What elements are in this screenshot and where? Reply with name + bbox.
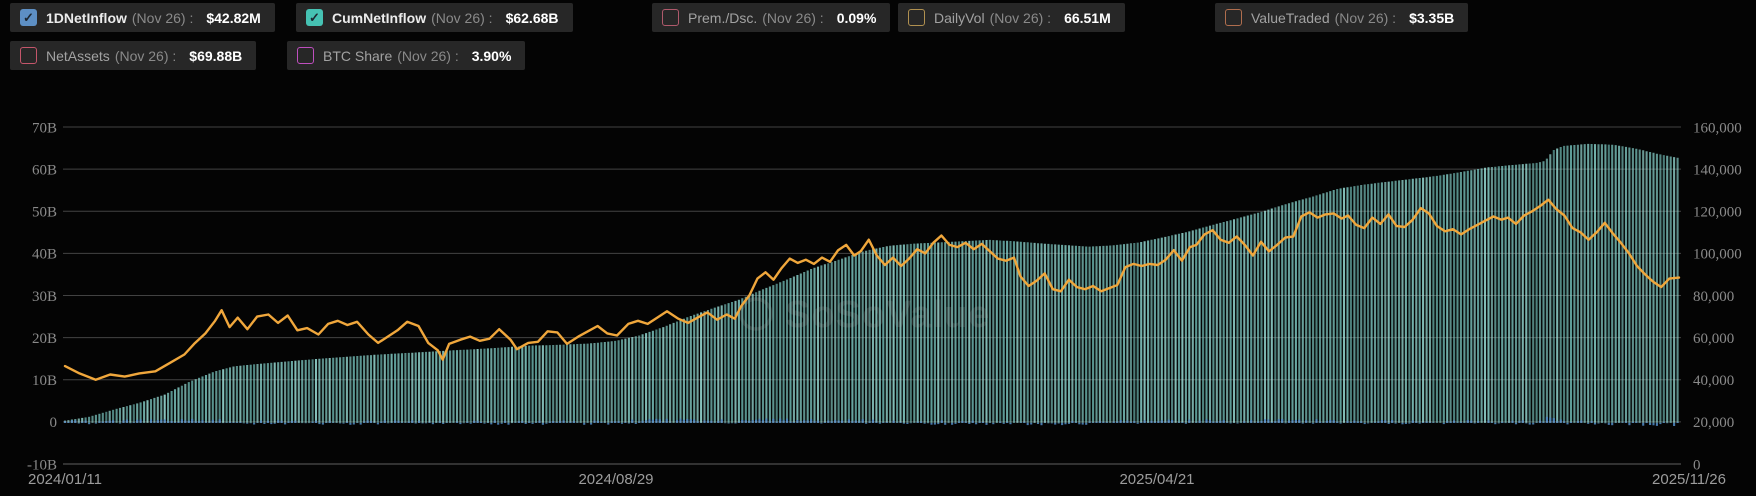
checkbox-prem-dsc-unchecked[interactable] [662, 9, 679, 26]
x-axis-labels: 2024/01/11 2024/08/29 2025/04/21 2025/11/26 [28, 471, 1726, 488]
svg-text:0: 0 [50, 415, 58, 431]
svg-text:70B: 70B [32, 120, 57, 136]
svg-text:20B: 20B [32, 331, 57, 347]
legend-value: 0.09% [836, 9, 877, 26]
svg-text:2024/08/29: 2024/08/29 [578, 471, 653, 488]
legend-chip-daily-vol[interactable]: DailyVol (Nov 26) : 66.51M [898, 3, 1125, 32]
legend-value: 66.51M [1064, 9, 1111, 26]
svg-text:20,000: 20,000 [1693, 415, 1734, 431]
legend-label: NetAssets [46, 47, 110, 64]
svg-text:30B: 30B [32, 289, 57, 305]
legend-chip-btc-share[interactable]: BTC Share (Nov 26) : 3.90% [287, 41, 526, 70]
legend-label: ValueTraded [1251, 9, 1330, 26]
sosovalue-watermark: SoSoValue [739, 294, 990, 336]
svg-text:2024/01/11: 2024/01/11 [28, 471, 102, 488]
checkbox-cum-net-inflow-checked[interactable]: ✓ [306, 9, 323, 26]
svg-text:50B: 50B [32, 205, 57, 221]
legend-label: Prem./Dsc. [688, 9, 758, 26]
legend-date: (Nov 26) : [131, 9, 194, 26]
svg-text:160,000: 160,000 [1693, 120, 1742, 136]
legend-chip-net-assets[interactable]: NetAssets (Nov 26) : $69.88B [10, 41, 257, 70]
svg-text:SoSoValue: SoSoValue [785, 294, 990, 336]
svg-text:-10B: -10B [27, 457, 57, 473]
legend-date: (Nov 26) : [1334, 9, 1397, 26]
legend-value: $62.68B [505, 9, 559, 26]
left-axis-labels: 70B 60B 50B 40B 30B 20B 10B 0 -10B [27, 120, 57, 473]
checkbox-net-assets-unchecked[interactable] [20, 47, 37, 64]
checkbox-1d-net-inflow-checked[interactable]: ✓ [20, 9, 37, 26]
svg-text:40,000: 40,000 [1693, 373, 1734, 389]
svg-text:120,000: 120,000 [1693, 205, 1742, 221]
svg-text:0: 0 [1693, 457, 1701, 473]
legend-chip-cum-net-inflow[interactable]: ✓ CumNetInflow (Nov 26) : $62.68B [296, 3, 573, 32]
svg-text:60,000: 60,000 [1693, 331, 1734, 347]
svg-text:2025/11/26: 2025/11/26 [1652, 471, 1726, 488]
legend-value: $42.82M [206, 9, 261, 26]
svg-text:10B: 10B [32, 373, 57, 389]
legend-value: $3.35B [1409, 9, 1455, 26]
legend-date: (Nov 26) : [989, 9, 1052, 26]
checkbox-daily-vol-unchecked[interactable] [908, 9, 925, 26]
legend-chip-value-traded[interactable]: ValueTraded (Nov 26) : $3.35B [1215, 3, 1469, 32]
gridlines-overlay [63, 126, 1681, 465]
checkbox-btc-share-unchecked[interactable] [297, 47, 314, 64]
legend-label: CumNetInflow [332, 9, 427, 26]
svg-text:140,000: 140,000 [1693, 162, 1742, 178]
chart-plot-area[interactable] [63, 100, 1681, 464]
legend-date: (Nov 26) : [431, 9, 493, 26]
svg-text:80,000: 80,000 [1693, 289, 1734, 305]
legend-chip-prem-dsc[interactable]: Prem./Dsc. (Nov 26) : 0.09% [652, 3, 891, 32]
legend-value: $69.88B [189, 47, 243, 64]
svg-text:100,000: 100,000 [1693, 247, 1742, 263]
check-icon: ✓ [309, 10, 320, 25]
cum-netinflow-bars [63, 143, 1679, 423]
btc-price-line [63, 198, 1681, 381]
svg-text:60B: 60B [32, 162, 57, 178]
legend-chip-1d-net-inflow[interactable]: ✓ 1DNetInflow (Nov 26) : $42.82M [10, 3, 275, 32]
right-axis-labels: 160,000 140,000 120,000 100,000 80,000 60,000… [1693, 120, 1742, 473]
legend-value: 3.90% [471, 47, 512, 64]
legend-date: (Nov 26) : [762, 9, 824, 26]
legend-label: DailyVol [934, 9, 985, 26]
legend-date: (Nov 26) : [114, 47, 177, 64]
svg-text:40B: 40B [32, 247, 57, 263]
svg-text:2025/04/21: 2025/04/21 [1119, 471, 1194, 488]
legend-label: 1DNetInflow [46, 9, 127, 26]
check-icon: ✓ [23, 10, 34, 25]
checkbox-value-traded-unchecked[interactable] [1225, 9, 1242, 26]
legend-date: (Nov 26) : [397, 47, 459, 64]
daily-netinflow-bars [63, 416, 1679, 426]
legend-label: BTC Share [323, 47, 393, 64]
